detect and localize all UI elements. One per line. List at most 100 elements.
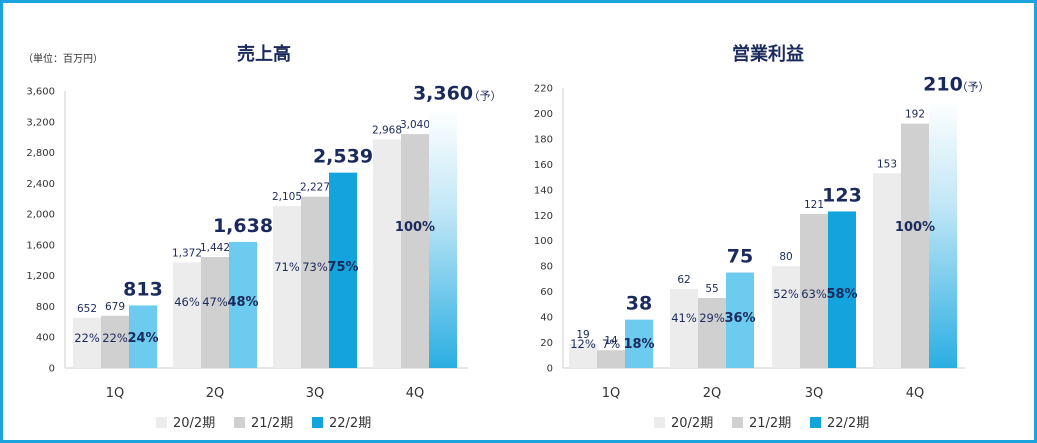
bar-value-label: 679 xyxy=(105,301,125,313)
unit-label: （単位：百万円） xyxy=(23,52,103,65)
bar-percent-label: 22% xyxy=(102,331,128,345)
bar-value-label: 14 xyxy=(604,335,618,347)
bar-20/2期-4Q xyxy=(373,139,401,368)
y-tick-label: 0 xyxy=(547,364,553,375)
x-category-label: 4Q xyxy=(906,386,925,401)
bar-value-label: 2,227 xyxy=(300,182,330,194)
legend-label: 22/2期 xyxy=(827,416,869,431)
bar-value-label: 1,372 xyxy=(172,247,202,259)
bar-21/2期-1Q xyxy=(101,315,129,368)
bar-value-label: 3,040 xyxy=(400,119,430,131)
bar-percent-label: 48% xyxy=(227,295,258,310)
x-category-label: 2Q xyxy=(206,386,225,401)
bar-value-label: 80 xyxy=(779,251,792,263)
bar-percent-label: 7% xyxy=(602,337,620,351)
x-category-label: 1Q xyxy=(602,386,621,401)
bar-value-label: 210 xyxy=(923,74,963,96)
bar-percent-label: 29% xyxy=(699,311,725,325)
bar-21/2期-4Q xyxy=(401,134,429,368)
y-tick-label: 200 xyxy=(534,109,553,120)
bar-22/2期-3Q xyxy=(828,211,856,368)
bar-value-label: 2,105 xyxy=(272,191,302,203)
bar-percent-label: 63% xyxy=(801,287,827,301)
bar-20/2期-3Q xyxy=(772,266,800,368)
legend-label: 22/2期 xyxy=(329,416,371,431)
bar-value-label: 1,442 xyxy=(200,242,230,254)
y-tick-label: 140 xyxy=(534,185,553,196)
bar-value-label: 121 xyxy=(804,199,824,211)
y-tick-label: 2,400 xyxy=(26,179,55,190)
bar-value-label: 62 xyxy=(677,274,690,286)
y-tick-label: 160 xyxy=(534,160,553,171)
y-tick-label: 800 xyxy=(36,302,55,313)
x-category-label: 2Q xyxy=(703,386,722,401)
bar-21/2期-3Q xyxy=(800,214,828,368)
forecast-note: （予） xyxy=(957,81,990,94)
legend-swatch-21/2期 xyxy=(234,417,245,428)
bar-percent-label: 24% xyxy=(127,331,158,346)
forecast-note: （予） xyxy=(469,89,502,102)
bar-percent-label: 100% xyxy=(395,220,435,235)
bar-percent-label: 12% xyxy=(570,337,596,351)
charts-canvas: （単位：百万円） 売上高04008001,2001,6002,0002,4002… xyxy=(23,43,990,431)
bar-percent-label: 73% xyxy=(302,260,328,274)
bar-percent-label: 75% xyxy=(327,260,358,275)
x-category-label: 3Q xyxy=(306,386,325,401)
legend-swatch-21/2期 xyxy=(732,417,743,428)
y-tick-label: 1,200 xyxy=(26,271,55,282)
y-tick-label: 60 xyxy=(540,287,553,298)
y-tick-label: 80 xyxy=(540,262,553,273)
bar-percent-label: 100% xyxy=(895,220,935,235)
bar-percent-label: 52% xyxy=(773,287,799,301)
y-tick-label: 1,600 xyxy=(26,240,55,251)
bar-20/2期-4Q xyxy=(873,173,901,368)
bar-percent-label: 22% xyxy=(74,331,100,345)
legend-swatch-20/2期 xyxy=(156,417,167,428)
bar-21/2期-2Q xyxy=(698,298,726,368)
bar-percent-label: 58% xyxy=(826,287,857,302)
bar-value-label: 813 xyxy=(123,278,163,300)
bar-value-label: 2,539 xyxy=(313,146,373,168)
bar-percent-label: 47% xyxy=(202,295,228,309)
bar-22/2期-2Q xyxy=(726,272,754,368)
legend-swatch-20/2期 xyxy=(654,417,665,428)
bar-value-label: 652 xyxy=(77,303,97,315)
y-tick-label: 3,200 xyxy=(26,117,55,128)
bar-value-label: 1,638 xyxy=(213,215,273,237)
bar-value-label: 75 xyxy=(727,246,753,268)
bar-22/2期-4Q xyxy=(929,100,957,369)
bar-value-label: 3,360 xyxy=(413,82,473,104)
bar-value-label: 123 xyxy=(822,184,862,206)
bar-22/2期-2Q xyxy=(229,241,257,368)
y-tick-label: 40 xyxy=(540,313,553,324)
x-category-label: 4Q xyxy=(406,386,425,401)
bar-20/2期-1Q xyxy=(569,343,597,368)
bar-21/2期-1Q xyxy=(597,350,625,368)
bar-20/2期-2Q xyxy=(173,262,201,368)
bar-value-label: 19 xyxy=(576,329,589,341)
legend-label: 21/2期 xyxy=(749,416,791,431)
bar-20/2期-3Q xyxy=(273,206,301,368)
legend-label: 21/2期 xyxy=(251,416,293,431)
y-tick-label: 2,000 xyxy=(26,210,55,221)
bar-22/2期-1Q xyxy=(625,319,653,368)
bar-value-label: 2,968 xyxy=(372,125,402,137)
legend-swatch-22/2期 xyxy=(312,417,323,428)
y-tick-label: 100 xyxy=(534,236,553,247)
bar-percent-label: 71% xyxy=(274,260,300,274)
bar-value-label: 38 xyxy=(626,293,652,315)
bar-22/2期-3Q xyxy=(329,172,357,368)
chart-title: 売上高 xyxy=(237,43,291,65)
bar-percent-label: 36% xyxy=(724,311,755,326)
y-tick-label: 180 xyxy=(534,134,553,145)
bar-20/2期-2Q xyxy=(670,289,698,368)
y-tick-label: 220 xyxy=(534,84,553,95)
y-tick-label: 0 xyxy=(49,364,55,375)
y-tick-label: 20 xyxy=(540,338,553,349)
bar-percent-label: 18% xyxy=(623,337,654,352)
legend-label: 20/2期 xyxy=(173,416,215,431)
bar-value-label: 192 xyxy=(905,109,925,121)
chart-title: 営業利益 xyxy=(732,43,804,65)
bar-21/2期-3Q xyxy=(301,196,329,368)
bar-22/2期-1Q xyxy=(129,305,157,368)
